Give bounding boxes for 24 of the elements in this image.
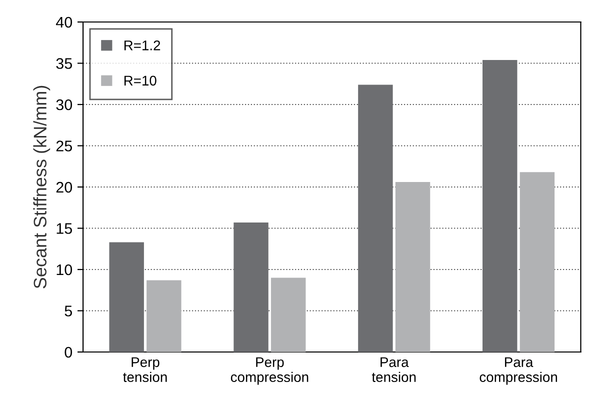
bar	[234, 222, 268, 352]
x-tick-label: Perp tension	[123, 357, 167, 382]
y-tick-label: 0	[64, 346, 72, 358]
bar	[358, 84, 393, 352]
bar	[109, 242, 144, 352]
bar	[395, 182, 430, 352]
y-tick-label: 35	[56, 58, 72, 69]
y-tick-label: 5	[64, 306, 72, 316]
legend-label: R=10	[124, 76, 156, 86]
y-axis-title: Secant Stiffness (kN/mm)	[33, 86, 50, 288]
x-tick-label: Para tension	[372, 357, 416, 382]
y-tick-label: 20	[56, 182, 72, 193]
legend-label: R=1.2	[124, 40, 160, 50]
x-tick-label: Perp compression	[230, 357, 308, 385]
bar	[520, 172, 555, 352]
y-tick-label: 15	[56, 223, 72, 234]
y-tick-label: 30	[56, 99, 72, 110]
y-tick-label: 25	[56, 140, 72, 152]
y-tick-label: 10	[56, 264, 72, 276]
bar	[270, 278, 306, 352]
y-tick-label: 40	[56, 16, 72, 28]
bar	[146, 280, 182, 352]
bar	[482, 60, 518, 352]
x-tick-label: Para compression	[480, 357, 558, 385]
